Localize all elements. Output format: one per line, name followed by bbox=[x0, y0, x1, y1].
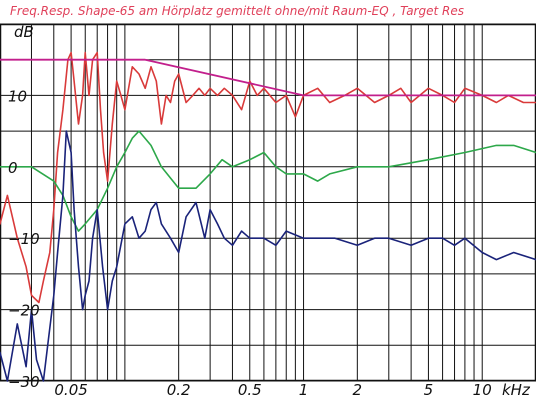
y-tick-label: −30 bbox=[8, 373, 40, 391]
y-tick-label: 10 bbox=[8, 87, 27, 105]
x-tick-label: 5 bbox=[424, 381, 434, 399]
chart-title: Freq.Resp. Shape-65 am Hörplatz gemittel… bbox=[10, 4, 464, 18]
y-tick-label: −10 bbox=[8, 230, 40, 248]
series-line-2 bbox=[0, 58, 536, 97]
y-tick-label: −20 bbox=[8, 302, 40, 320]
x-tick-label: 1 bbox=[299, 381, 309, 399]
x-axis-unit-label: kHz bbox=[502, 381, 531, 399]
x-tick-label: 0.05 bbox=[54, 381, 87, 399]
series-line-3 bbox=[0, 130, 536, 232]
tick-labels: 10 0 −10 −20 −30 0.05 0.2 0.5 1 2 5 10 bbox=[8, 87, 492, 399]
x-tick-label: 10 bbox=[473, 381, 492, 399]
x-tick-label: 0.5 bbox=[238, 381, 262, 399]
plot-series bbox=[0, 51, 536, 382]
y-axis-unit-label: dB bbox=[14, 23, 34, 41]
series-line-1 bbox=[0, 51, 536, 304]
grid bbox=[0, 23, 536, 382]
x-tick-label: 2 bbox=[353, 381, 363, 399]
y-tick-label: 0 bbox=[8, 159, 18, 177]
x-tick-label: 0.2 bbox=[167, 381, 191, 399]
series-line-4 bbox=[0, 130, 536, 382]
